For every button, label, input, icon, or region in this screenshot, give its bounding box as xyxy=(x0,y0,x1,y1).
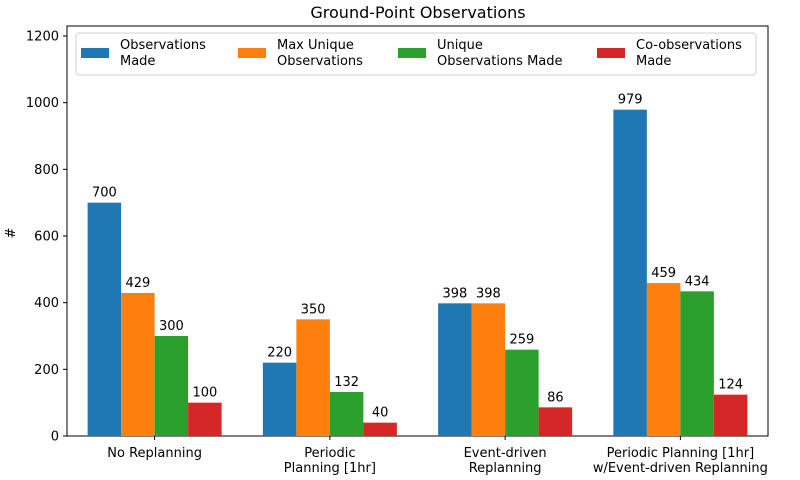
y-tick-label: 600 xyxy=(34,230,59,245)
bar xyxy=(713,394,748,436)
legend-swatch xyxy=(597,48,625,58)
legend-label: Unique Observations Made xyxy=(437,38,563,69)
y-tick-label: 400 xyxy=(34,296,59,311)
legend-label: Observations Made xyxy=(120,38,206,69)
bar xyxy=(538,407,573,436)
bar xyxy=(646,283,681,436)
bar-value-label: 124 xyxy=(718,378,743,393)
y-tick-label: 1200 xyxy=(26,30,59,45)
x-tick-label: Event-driven Replanning xyxy=(464,446,547,476)
bar-value-label: 220 xyxy=(267,346,292,361)
bar xyxy=(613,109,647,437)
bar xyxy=(188,402,222,436)
y-tick-label: 0 xyxy=(51,430,59,445)
bar xyxy=(505,349,539,436)
bar-value-label: 398 xyxy=(442,286,467,301)
x-tick-label: No Replanning xyxy=(107,446,202,461)
bar xyxy=(154,336,189,436)
bar-value-label: 300 xyxy=(159,319,184,334)
bar-value-label: 434 xyxy=(685,274,710,289)
plot-area: 0 200 400 600 800 1000 1200 700 220 398 979 429 350 3… xyxy=(26,25,769,476)
bar-value-label: 429 xyxy=(125,276,150,291)
x-tick-label: Periodic Planning [1hr] xyxy=(284,446,376,476)
bar-value-label: 350 xyxy=(301,302,326,317)
bar-value-label: 979 xyxy=(618,93,643,108)
bar xyxy=(363,422,397,436)
bar xyxy=(329,392,364,436)
x-tick-label: Periodic Planning [1hr] w/Event-driven Re… xyxy=(593,446,768,476)
chart-title: Ground-Point Observations xyxy=(310,3,525,22)
y-tick-label: 1000 xyxy=(26,96,59,111)
bar xyxy=(680,291,714,436)
legend-swatch xyxy=(238,48,266,58)
bar xyxy=(296,319,330,436)
bar xyxy=(438,303,472,436)
bar-value-label: 86 xyxy=(547,390,564,405)
legend-label: Max Unique Observations xyxy=(277,38,363,69)
legend-label: Co-observations Made xyxy=(636,38,742,69)
bar xyxy=(87,202,122,436)
y-tick-label: 200 xyxy=(34,363,59,378)
bar-value-label: 40 xyxy=(372,406,389,421)
bar-value-label: 398 xyxy=(476,286,501,301)
bar-value-label: 132 xyxy=(334,375,359,390)
bar xyxy=(121,293,155,436)
bar-value-label: 700 xyxy=(92,186,117,201)
y-axis-label: # xyxy=(4,228,19,239)
legend-swatch xyxy=(81,48,109,58)
bar-value-label: 459 xyxy=(651,266,676,281)
y-tick-label: 800 xyxy=(34,163,59,178)
legend-swatch xyxy=(398,48,426,58)
bar xyxy=(262,362,297,436)
bar-value-label: 259 xyxy=(509,333,534,348)
axes-frame xyxy=(66,25,769,437)
bar xyxy=(471,303,506,436)
bar-value-label: 100 xyxy=(192,386,217,401)
